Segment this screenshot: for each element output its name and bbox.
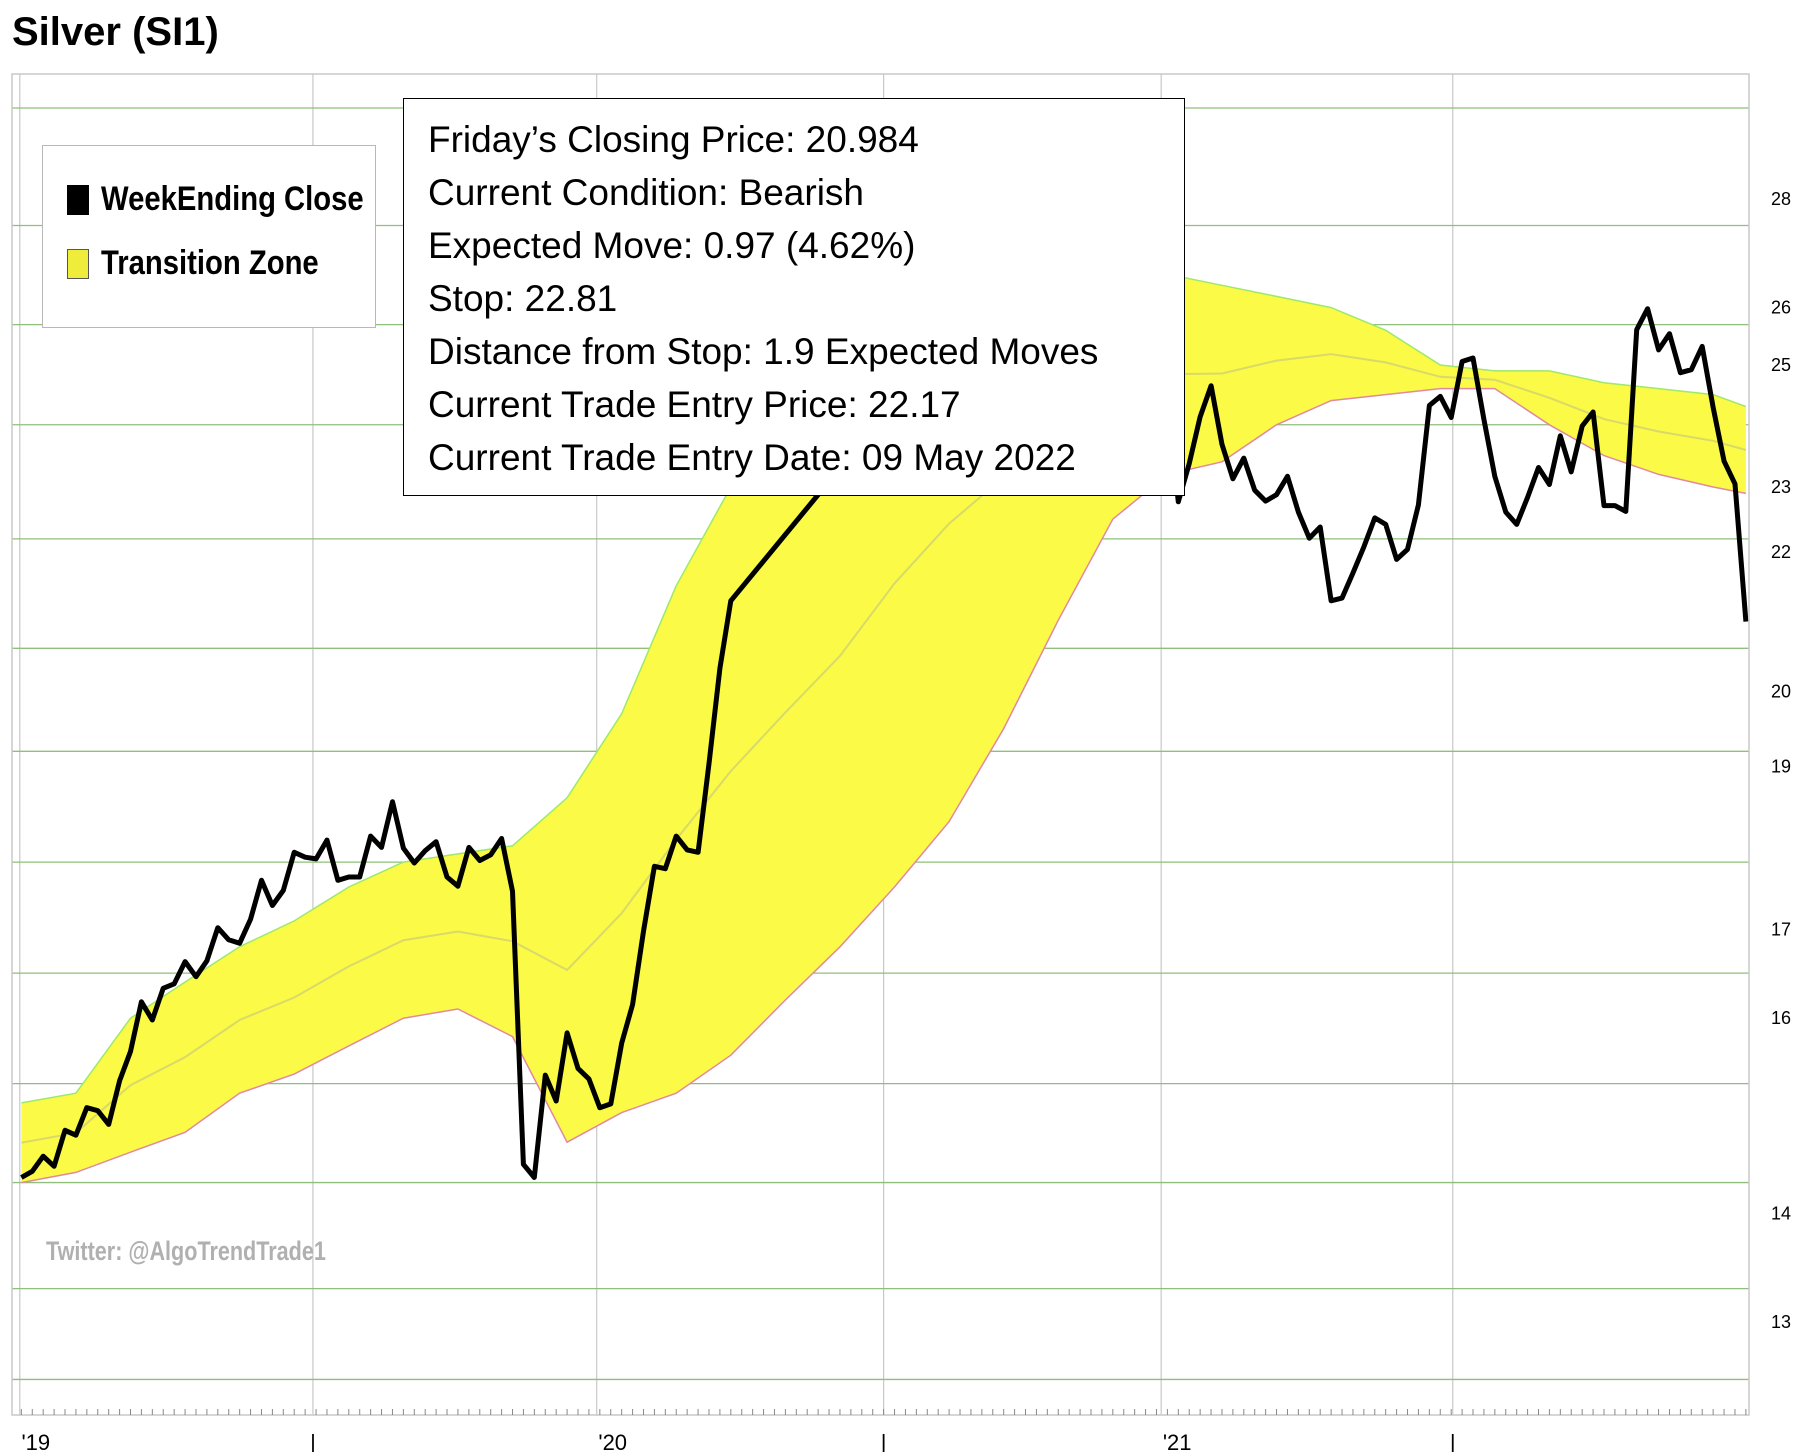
y-tick-label: 13 (1771, 1312, 1791, 1332)
y-tick-label: 25 (1771, 355, 1791, 375)
y-tick-label: 14 (1771, 1204, 1791, 1224)
info-stop: Stop: 22.81 (428, 278, 618, 319)
y-tick-label: 17 (1771, 919, 1791, 939)
x-tick-label: '19 (21, 1430, 50, 1452)
y-tick-label: 19 (1771, 757, 1791, 777)
transition-zone-band (21, 225, 1746, 1183)
x-tick-label: '20 (598, 1430, 627, 1452)
info-entry-date: Current Trade Entry Date: 09 May 2022 (428, 437, 1076, 478)
x-tick-label: | (881, 1430, 887, 1452)
info-distance: Distance from Stop: 1.9 Expected Moves (428, 331, 1099, 372)
plot-border (11, 73, 1750, 1416)
legend-label-zone: Transition Zone (101, 244, 319, 282)
watermark: Twitter: @AlgoTrendTrade1 (46, 1236, 326, 1266)
y-axis-ticks: 13 14 16 17 19 20 22 23 25 26 28 (1771, 189, 1791, 1332)
info-condition: Current Condition: Bearish (428, 172, 864, 213)
x-tick-label: | (310, 1430, 316, 1452)
y-tick-label: 26 (1771, 298, 1791, 318)
y-tick-label: 16 (1771, 1008, 1791, 1028)
x-axis-ticks: '19 | '20 | '21 | (20, 1409, 1747, 1452)
y-tick-label: 22 (1771, 542, 1791, 562)
x-tick-label: '21 (1163, 1430, 1192, 1452)
info-expected-move: Expected Move: 0.97 (4.62%) (428, 225, 916, 266)
y-tick-label: 28 (1771, 189, 1791, 209)
x-tick-label: | (1450, 1430, 1456, 1452)
legend-swatch-zone (67, 248, 89, 279)
legend-item-close: WeekEnding Close (67, 180, 406, 219)
y-tick-label: 20 (1771, 682, 1791, 702)
y-tick-label: 23 (1771, 477, 1791, 497)
legend: WeekEnding Close Transition Zone (42, 145, 376, 328)
info-entry-price: Current Trade Entry Price: 22.17 (428, 384, 961, 425)
legend-item-zone: Transition Zone (67, 244, 354, 283)
chart-title: Silver (SI1) (12, 10, 219, 54)
info-box: Friday’s Closing Price: 20.984 Current C… (403, 98, 1185, 496)
legend-label-close: WeekEnding Close (101, 180, 364, 218)
legend-swatch-close (67, 184, 89, 215)
info-closing-price: Friday’s Closing Price: 20.984 (428, 119, 919, 160)
